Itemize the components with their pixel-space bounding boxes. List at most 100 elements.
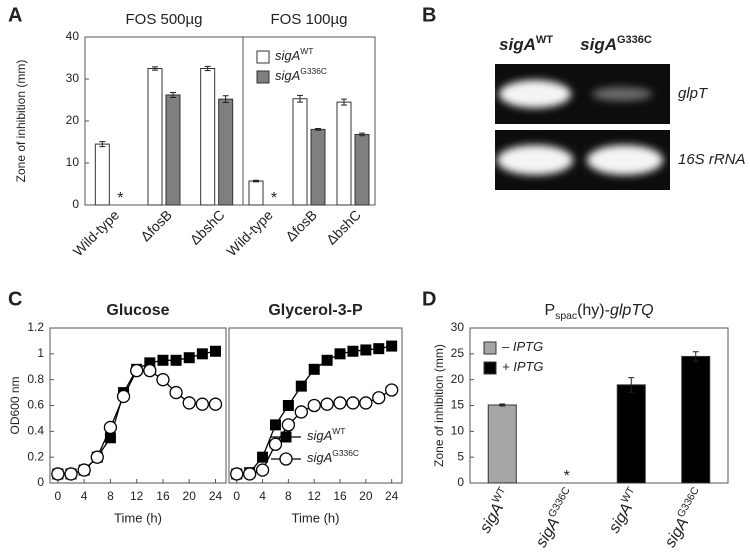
legend-label-part: sigA [307, 428, 332, 443]
marker [373, 343, 385, 355]
legend-label-part: sigA [275, 68, 300, 83]
x-tick-label: sigAG336C [531, 485, 580, 550]
x-tick-label-part: WT [620, 485, 638, 505]
chart-title-part: P [544, 302, 555, 319]
y-tick-label: 0 [37, 475, 44, 489]
x-tick-label-part: Wild-type [223, 206, 276, 259]
plot-frame [242, 36, 376, 206]
y-tick-label: 30 [66, 71, 80, 85]
legend-label-part: WT [300, 46, 313, 56]
x-tick-label-part: WT [491, 485, 509, 505]
error-bar [692, 351, 699, 362]
lane-name: sigA [499, 35, 536, 54]
bar [248, 180, 264, 206]
y-tick-label: 0.6 [27, 398, 44, 412]
gel-row-label: 16S rRNA [678, 151, 746, 168]
y-tick-label: 0.2 [27, 449, 44, 463]
chart-title: Glucose [106, 302, 169, 319]
lane-label: sigAWT [499, 34, 553, 55]
marker [230, 467, 244, 481]
error-bar [297, 94, 303, 103]
x-tick-label: sigAG336C [660, 485, 709, 550]
bar [336, 101, 352, 206]
x-tick-label: 8 [107, 489, 114, 503]
bar [165, 94, 181, 206]
lane-sup: WT [536, 34, 553, 46]
x-tick-label-part: ΔbshC [323, 206, 364, 247]
marker [320, 397, 334, 411]
error-bar [341, 98, 347, 106]
y-tick-label: 0 [457, 475, 464, 489]
legend-label-part: sigA [307, 450, 332, 465]
x-tick-label: 12 [308, 489, 322, 503]
legend-swatch [483, 361, 497, 375]
legend-label-part: + IPTG [502, 359, 544, 374]
marker [347, 345, 359, 357]
bar [310, 128, 326, 206]
marker [195, 397, 210, 411]
chart-title-part: spac [555, 311, 577, 322]
y-tick-label: 30 [451, 320, 465, 334]
error-bar [170, 91, 176, 98]
marker [169, 385, 183, 400]
annotation: * [271, 190, 277, 207]
error-bar [204, 65, 211, 72]
legend-marker [280, 431, 292, 443]
y-tick-label: 25 [451, 346, 465, 360]
panel-label: A [8, 4, 22, 26]
error-bar [222, 95, 229, 104]
lane-sup: G336C [617, 34, 652, 46]
plot-frame [228, 327, 403, 484]
x-tick-label: 4 [259, 489, 266, 503]
y-tick-label: 0 [72, 197, 79, 211]
chart-title-part: Glycerol-3-P [268, 302, 363, 319]
gel-band [497, 145, 573, 175]
marker [294, 405, 308, 419]
x-tick-label-part: ΔbshC [186, 206, 227, 247]
x-tick-label-part: ΔfosB [137, 206, 175, 244]
marker [90, 450, 104, 464]
x-axis-label: Time (h) [114, 510, 162, 525]
y-tick-label: 1 [37, 346, 44, 360]
chart-title: Pspac(hy)-glpTQ [544, 302, 653, 322]
bar [218, 98, 234, 206]
marker [51, 467, 65, 481]
x-tick-label-part: ΔfosB [282, 206, 320, 244]
lane-name: sigA [580, 35, 617, 54]
x-tick-label: 24 [385, 489, 399, 503]
marker [64, 467, 78, 481]
chart-title-part: FOS 500µg [125, 11, 202, 28]
bar [354, 133, 370, 206]
x-tick-label: ΔbshC [186, 206, 227, 247]
legend-label-part: G336C [332, 448, 359, 458]
legend-label: sigAWT [307, 426, 345, 443]
marker [103, 420, 118, 435]
y-tick-label: 20 [66, 113, 80, 127]
x-tick-label: sigAWT [604, 485, 644, 536]
legend-label: sigAG336C [307, 448, 359, 465]
marker [255, 463, 270, 477]
bar [616, 384, 646, 484]
chart-title-part: (hy)- [577, 302, 610, 319]
marker [308, 363, 320, 375]
y-tick-label: 0.4 [27, 424, 44, 438]
marker [307, 398, 321, 413]
legend-label-part: G336C [300, 66, 327, 76]
annotation: * [117, 190, 123, 207]
marker [321, 354, 333, 366]
marker [143, 363, 157, 378]
marker [170, 354, 182, 366]
marker [209, 345, 221, 357]
error-bar [152, 66, 158, 71]
marker [295, 380, 307, 392]
legend-label: sigAG336C [275, 66, 327, 83]
legend-swatch [256, 70, 270, 84]
chart-title-part: glpTQ [610, 302, 654, 319]
x-tick-label: 4 [81, 489, 88, 503]
chart-title-part: FOS 100µg [270, 11, 347, 28]
panel-label: B [422, 4, 436, 26]
marker [268, 437, 283, 451]
marker [182, 396, 196, 410]
y-tick-label: 10 [66, 155, 80, 169]
x-tick-label-part: sigA [606, 501, 636, 536]
